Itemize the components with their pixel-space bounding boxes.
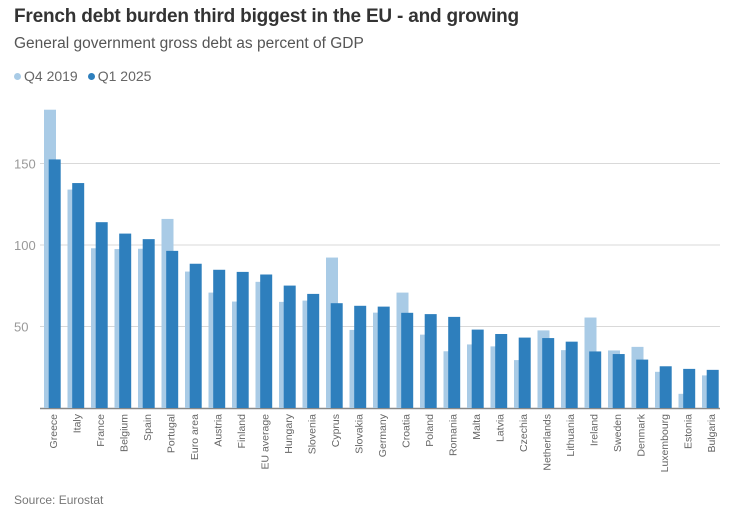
bar-q1-2025-euro-area (189, 263, 202, 408)
x-tick-label: Lithuania (565, 414, 577, 457)
bar-q1-2025-bulgaria (706, 369, 719, 408)
bar-q1-2025-portugal (166, 250, 179, 408)
y-tick-label: 50 (14, 320, 28, 335)
bar-q1-2025-germany (377, 306, 390, 408)
x-tick-label: Latvia (495, 414, 507, 442)
x-tick-label: Denmark (636, 413, 648, 456)
bar-q1-2025-malta (471, 329, 484, 408)
bar-q1-2025-france (95, 222, 108, 408)
x-tick-label: Greece (48, 414, 60, 449)
bar-q1-2025-cyprus (330, 303, 343, 408)
bar-q1-2025-luxembourg (659, 366, 672, 408)
x-tick-label: Luxembourg (659, 414, 671, 473)
x-tick-label: Austria (213, 414, 225, 447)
bar-q1-2025-slovakia (354, 305, 367, 408)
bars (44, 109, 719, 409)
chart-title: French debt burden third biggest in the … (14, 6, 519, 27)
bar-q1-2025-sweden (612, 354, 625, 408)
source-note: Source: Eurostat (14, 493, 104, 507)
bar-q1-2025-netherlands (542, 338, 555, 408)
legend: Q4 2019 Q1 2025 (14, 68, 151, 84)
x-tick-label: Finland (236, 414, 248, 449)
legend-label-q4-2019: Q4 2019 (24, 68, 78, 84)
x-tick-label: Slovakia (354, 414, 366, 454)
legend-label-q1-2025: Q1 2025 (97, 68, 152, 84)
chart-subtitle: General government gross debt as percent… (14, 35, 364, 52)
bar-q1-2025-ireland (589, 351, 602, 408)
x-tick-label: Germany (377, 413, 389, 457)
x-tick-label: EU average (260, 414, 272, 470)
bar-q1-2025-finland (236, 271, 249, 408)
bar-q1-2025-lithuania (565, 341, 578, 408)
x-tick-label: Italy (72, 413, 84, 433)
y-tick-label: 100 (14, 238, 36, 253)
bar-q1-2025-estonia (683, 368, 696, 408)
bar-q1-2025-greece (48, 159, 61, 408)
bar-q1-2025-austria (213, 269, 226, 408)
x-tick-label: Ireland (589, 414, 601, 446)
x-tick-label: Bulgaria (706, 414, 718, 453)
x-tick-label: Euro area (189, 414, 201, 460)
bar-q1-2025-romania (448, 316, 461, 408)
x-tick-label: Poland (424, 414, 436, 447)
bar-q1-2025-belgium (119, 233, 132, 408)
x-tick-label: Belgium (119, 414, 131, 452)
bar-q1-2025-poland (424, 314, 437, 408)
legend-item-q1-2025: Q1 2025 (87, 68, 152, 84)
x-tick-label: Sweden (612, 414, 624, 452)
bar-q1-2025-latvia (495, 333, 508, 408)
bar-q1-2025-croatia (401, 312, 414, 408)
x-axis-labels: Greece Italy France Belgium Spain Portugal Eur… (48, 413, 718, 472)
y-tick-label: 150 (14, 157, 36, 172)
bar-q1-2025-spain (142, 239, 155, 408)
bar-q1-2025-slovenia (307, 293, 320, 408)
x-tick-label: Netherlands (542, 414, 554, 471)
x-tick-label: Cyprus (330, 414, 342, 447)
bar-q1-2025-denmark (636, 359, 649, 408)
legend-swatch-q1-2025 (87, 72, 95, 80)
x-tick-label: Hungary (283, 413, 295, 453)
bar-q1-2025-hungary (283, 285, 296, 408)
x-tick-label: Romania (448, 414, 460, 456)
bar-q1-2025-italy (72, 183, 85, 408)
x-tick-label: Spain (142, 414, 154, 441)
x-tick-label: Slovenia (307, 414, 319, 454)
x-tick-label: France (95, 414, 107, 447)
x-tick-label: Czechia (518, 414, 530, 452)
x-tick-label: Estonia (683, 414, 695, 449)
x-tick-label: Malta (471, 414, 483, 440)
bar-q1-2025-eu-average (260, 274, 273, 408)
bar-q1-2025-czechia (518, 337, 531, 408)
legend-swatch-q4-2019 (14, 72, 21, 80)
legend-item-q4-2019: Q4 2019 (14, 68, 78, 84)
x-tick-label: Portugal (166, 414, 178, 453)
y-axis-labels: 50 100 150 (14, 157, 36, 335)
x-tick-label: Croatia (401, 414, 413, 448)
